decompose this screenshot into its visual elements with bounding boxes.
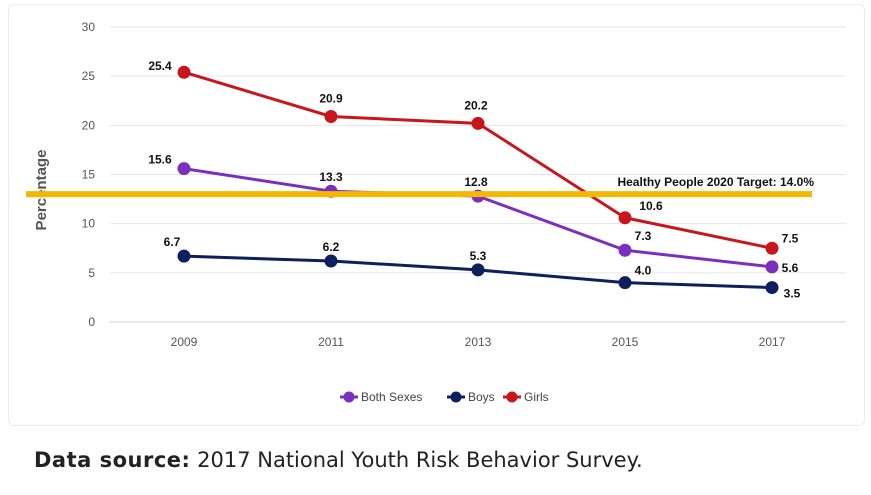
data-label: 15.6 [148, 153, 172, 167]
data-source-text: 2017 National Youth Risk Behavior Survey… [190, 448, 643, 472]
legend-swatch-marker [506, 391, 518, 403]
y-tick-label: 15 [82, 168, 96, 182]
x-tick-label: 2009 [171, 335, 198, 349]
y-tick-label: 25 [82, 69, 96, 83]
data-point [177, 162, 191, 176]
y-tick-label: 10 [82, 217, 96, 231]
data-label: 20.2 [464, 98, 488, 112]
data-label: 5.3 [470, 249, 487, 263]
target-label: Healthy People 2020 Target: 14.0% [617, 175, 814, 189]
data-label: 4.0 [635, 264, 652, 278]
data-point [618, 211, 632, 225]
data-label: 7.3 [635, 229, 652, 243]
y-tick-label: 0 [88, 315, 95, 329]
data-point [177, 249, 191, 263]
x-tick-label: 2017 [759, 335, 786, 349]
x-tick-label: 2015 [612, 335, 639, 349]
data-point [471, 116, 485, 130]
data-point [177, 65, 191, 79]
data-label: 6.2 [323, 240, 340, 254]
data-label: 5.6 [782, 261, 799, 275]
data-point [765, 241, 779, 255]
legend-label: Girls [524, 390, 549, 404]
legend-swatch-marker [450, 391, 462, 403]
y-tick-label: 30 [82, 20, 96, 34]
data-label: 10.6 [639, 199, 663, 213]
y-tick-label: 5 [88, 266, 95, 280]
data-label: 7.5 [782, 231, 799, 245]
legend-label: Boys [468, 390, 495, 404]
data-point [618, 243, 632, 257]
data-label: 6.7 [164, 235, 181, 249]
x-tick-label: 2011 [318, 335, 344, 349]
data-point [471, 263, 485, 277]
y-tick-label: 20 [82, 118, 96, 132]
chart-card [8, 4, 865, 426]
data-label: 13.3 [319, 170, 343, 184]
y-axis-title: Percentage [33, 150, 50, 231]
data-label: 3.5 [784, 287, 801, 301]
legend-label: Both Sexes [361, 390, 422, 404]
data-point [324, 254, 338, 268]
data-source-label: Data source: [34, 448, 191, 472]
legend-swatch-marker [343, 391, 355, 403]
data-source-note: Data source: 2017 National Youth Risk Be… [34, 448, 643, 472]
data-point [618, 276, 632, 290]
data-point [765, 281, 779, 295]
line-chart: 0 5 10 15 20 25 30 2009 2011 2013 2015 2017 Percenta… [26, 20, 846, 404]
data-label: 12.8 [464, 175, 488, 189]
x-tick-label: 2013 [465, 335, 492, 349]
data-label: 20.9 [319, 91, 343, 105]
data-point [324, 109, 338, 123]
data-label: 25.4 [148, 59, 172, 73]
data-point [765, 260, 779, 274]
